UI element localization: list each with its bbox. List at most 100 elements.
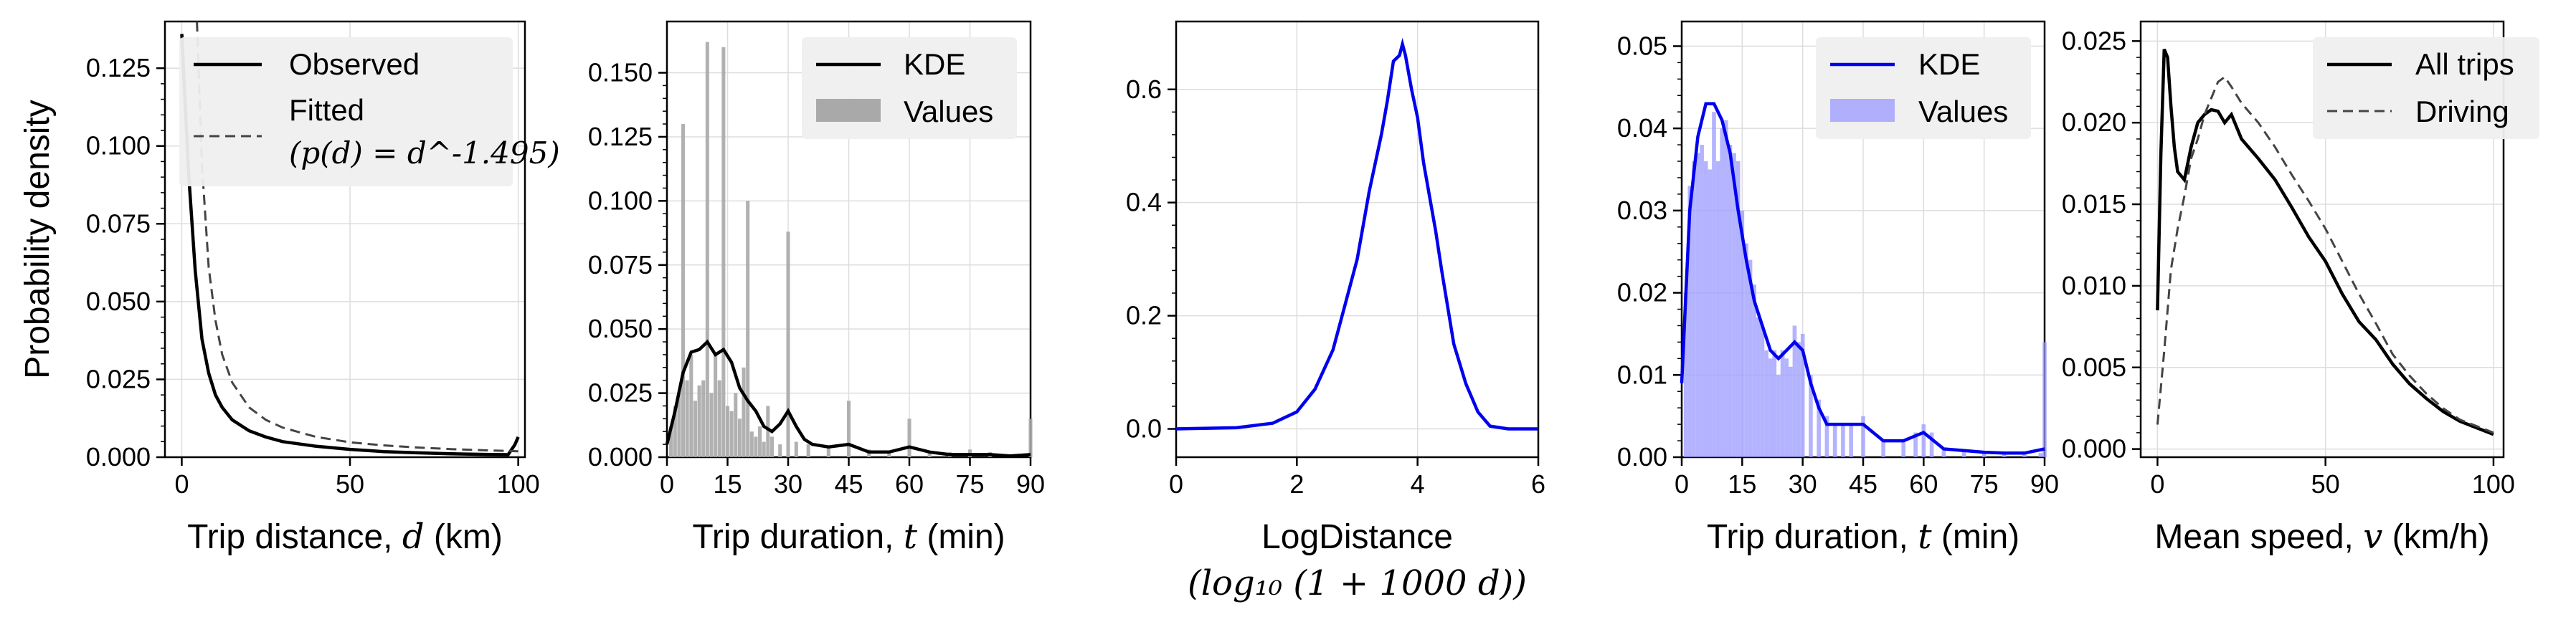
x-axis-label-unit: (min) [1932, 518, 2020, 556]
histogram-bar [734, 393, 738, 457]
y-tick-label: 0.01 [1617, 360, 1667, 389]
histogram-bar [1732, 153, 1736, 457]
histogram-bar [1800, 333, 1805, 457]
histogram-bar [693, 401, 697, 457]
chart-panel-trip-duration-grey: 0 15 30 45 60 75 90 0.000 0.025 0.050 0.075 0.100 0.… [588, 20, 1045, 557]
y-tick-label: 0.005 [2062, 353, 2126, 382]
histogram-bar [1824, 416, 1829, 457]
legend-label-fitted-formula: (p(d) = d^-1.495) [289, 135, 560, 171]
histogram-bar [681, 124, 686, 457]
x-axis-label-var: t [1918, 517, 1932, 557]
histogram-bar [709, 393, 714, 457]
x-tick-label: 100 [497, 469, 540, 499]
legend-label-values: Values [904, 95, 993, 128]
x-axis-label-unit: (km) [425, 518, 503, 556]
histogram-bar [1692, 161, 1696, 458]
histogram-bar [1788, 366, 1793, 457]
series-line-fitted [196, 21, 518, 453]
histogram-bar [1028, 418, 1033, 457]
x-tick-label: 45 [1849, 469, 1877, 499]
histogram-bar [1817, 399, 1821, 457]
histogram-bar [1832, 424, 1837, 457]
chart-panel-mean-speed: 0 50 100 0.000 0.005 0.010 0.015 0.020 0.025 All … [2062, 20, 2539, 557]
chart-panel-trip-distance: 0 50 100 0.000 0.025 0.050 0.075 0.100 0.125 Obse… [19, 20, 560, 557]
histogram-bar [1849, 424, 1853, 457]
legend-label-values: Values [1918, 95, 2008, 128]
histogram-bar [749, 431, 754, 457]
series-line-observed [180, 34, 520, 456]
histogram-bar [1796, 342, 1801, 457]
histogram-bar [1744, 243, 1748, 457]
histogram-bar [725, 406, 730, 457]
x-tick-label: 0 [2150, 469, 2164, 499]
histogram-bar [721, 47, 726, 457]
legend-label-kde: KDE [904, 47, 965, 81]
x-axis-label: Trip duration, t (min) [1707, 517, 2019, 557]
chart-panel-log-distance: 0 2 4 6 0.0 0.2 0.4 0.6 LogDistance (log₁₀ (1 + 1… [1126, 20, 1545, 603]
histogram-bar [1784, 358, 1789, 457]
y-tick-label: 0.000 [588, 442, 653, 472]
x-tick-label: 75 [955, 469, 984, 499]
legend-box [179, 37, 513, 186]
histogram-bar [1901, 441, 1906, 457]
histogram-bar [1961, 450, 1966, 457]
y-tick-label: 0.000 [86, 442, 151, 472]
y-tick-label: 0.025 [86, 364, 151, 393]
chart-panel-trip-duration-blue: 0 15 30 45 60 75 90 0.00 0.01 0.02 0.03 0.04 0.05 KDE… [1617, 20, 2059, 557]
histogram-bar [1740, 210, 1745, 457]
x-axis-label-text: Trip distance, [187, 518, 402, 556]
histogram-bar [1981, 453, 1987, 457]
y-tick-label: 0.015 [2062, 189, 2126, 219]
histogram-bar [746, 201, 750, 457]
y-tick-label: 0.025 [588, 378, 653, 408]
histogram-bar [729, 411, 734, 457]
histogram-bar [1752, 284, 1757, 457]
x-tick-label: 60 [1909, 469, 1938, 499]
x-axis-label-var: d [402, 517, 425, 557]
histogram-bar [794, 441, 798, 457]
histogram-bar [1772, 350, 1777, 457]
x-axis-label-text: Trip duration, [692, 518, 903, 556]
series-line-all-trips [2156, 48, 2494, 436]
histogram-bar [1841, 424, 1845, 457]
histogram-bar [1881, 441, 1885, 457]
histogram-bar [770, 436, 775, 457]
legend-swatch-values [1830, 99, 1895, 122]
histogram-bar [714, 354, 718, 457]
x-tick-label: 50 [2311, 469, 2340, 499]
histogram-bar [1703, 161, 1708, 458]
y-tick-label: 0.04 [1617, 113, 1667, 143]
histogram-bar [927, 451, 932, 457]
x-axis-label-unit: (min) [917, 518, 1005, 556]
x-tick-label: 50 [336, 469, 364, 499]
histogram-bar [1861, 416, 1865, 457]
y-tick-label: 0.025 [2062, 26, 2126, 55]
y-tick-label: 0.050 [86, 287, 151, 316]
y-tick-label: 0.0 [1126, 414, 1162, 444]
x-tick-label: 0 [1675, 469, 1689, 499]
histogram-bar [1687, 186, 1692, 457]
histogram-bar [762, 441, 766, 457]
histogram-bar [705, 42, 709, 458]
histogram-bar [685, 380, 689, 457]
y-tick-label: 0.075 [86, 209, 151, 238]
x-tick-label: 2 [1289, 469, 1304, 499]
histogram-bar [826, 446, 830, 457]
histogram-bar [2042, 342, 2047, 457]
histogram-bar [1929, 432, 1934, 457]
x-tick-label: 75 [1970, 469, 1999, 499]
histogram-bar [1913, 432, 1918, 457]
histogram-bar [907, 418, 911, 457]
histogram-bar [887, 451, 891, 457]
y-tick-label: 0.075 [588, 250, 653, 279]
histogram-bar [673, 406, 677, 457]
histogram-bar [806, 444, 810, 457]
x-axis-label-formula: (log₁₀ (1 + 1000 d)) [1188, 563, 1527, 603]
x-axis-label: Trip duration, t (min) [692, 517, 1005, 557]
histogram-bar [1708, 169, 1713, 457]
histogram-bar [778, 444, 782, 457]
y-tick-label: 0.100 [588, 186, 653, 215]
y-axis-label: Probability density [19, 100, 57, 379]
y-tick-label: 0.020 [2062, 107, 2126, 137]
